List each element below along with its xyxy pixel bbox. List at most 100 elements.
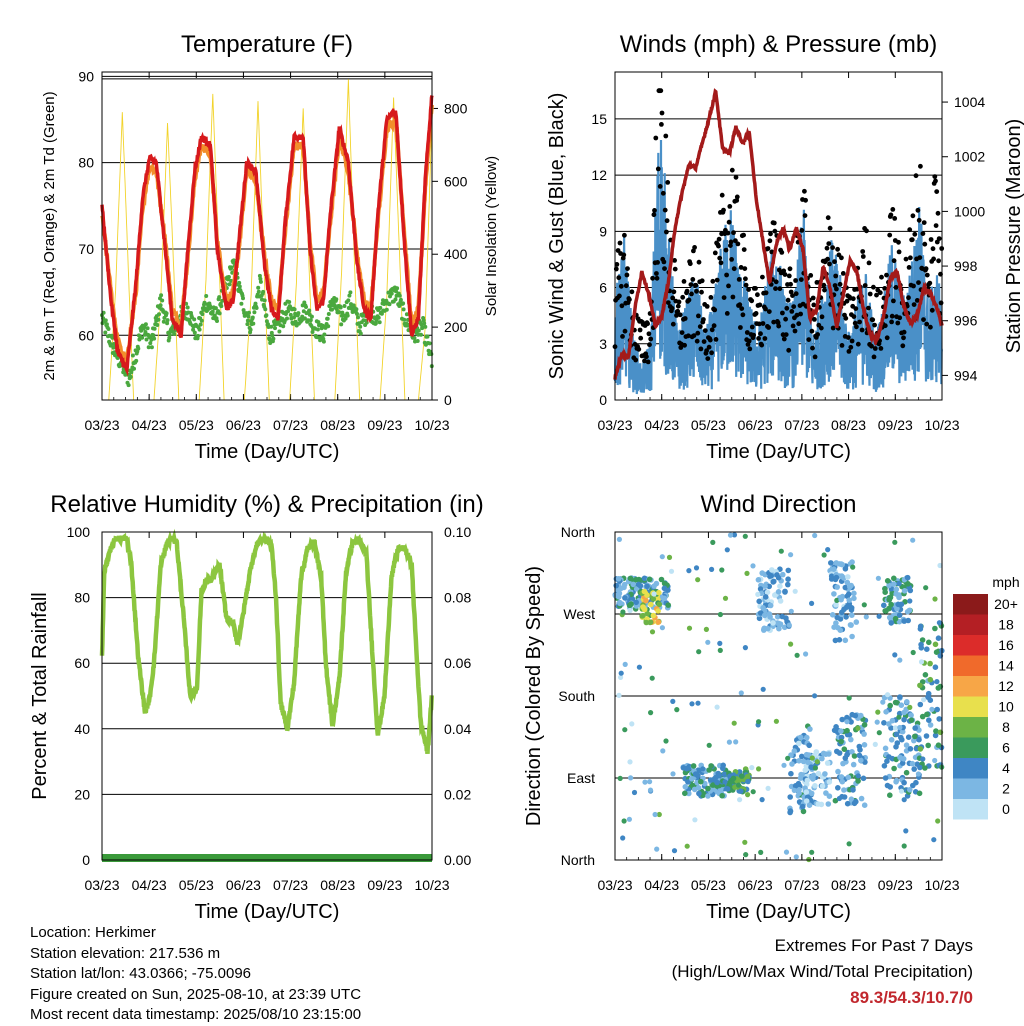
point-direction xyxy=(913,779,919,786)
point-gust xyxy=(866,305,871,311)
point-gust xyxy=(760,321,766,326)
point-gust xyxy=(802,213,808,219)
point-direction xyxy=(917,626,924,632)
point-direction xyxy=(929,706,935,713)
point-direction xyxy=(693,565,700,571)
point-gust xyxy=(768,231,773,237)
point-direction xyxy=(686,568,692,574)
point-gust xyxy=(882,286,888,291)
point-dewpoint xyxy=(254,306,259,310)
point-dewpoint xyxy=(270,333,275,338)
point-direction xyxy=(850,761,857,768)
point-gust xyxy=(809,328,815,334)
y-tick-label: 9 xyxy=(599,223,607,239)
point-direction xyxy=(901,843,907,849)
point-dewpoint xyxy=(202,300,207,305)
point-direction xyxy=(842,584,849,591)
point-direction xyxy=(917,701,924,708)
point-direction xyxy=(769,567,775,573)
point-gust xyxy=(832,259,837,265)
point-direction xyxy=(932,596,938,602)
point-direction xyxy=(742,839,748,845)
point-direction xyxy=(849,749,855,755)
point-direction xyxy=(903,769,910,776)
point-direction xyxy=(622,595,628,601)
point-direction xyxy=(640,612,646,619)
point-direction xyxy=(796,740,802,747)
point-direction xyxy=(850,787,856,793)
point-gust xyxy=(938,300,944,306)
x-tick-label: 03/23 xyxy=(597,417,632,433)
point-direction xyxy=(651,591,657,597)
legend-swatch xyxy=(953,696,988,717)
point-direction xyxy=(750,563,756,569)
point-direction xyxy=(620,835,626,841)
point-direction xyxy=(806,742,812,749)
point-gust xyxy=(724,311,730,316)
point-dewpoint xyxy=(338,305,343,310)
point-direction xyxy=(828,576,835,582)
point-direction xyxy=(775,589,782,595)
point-dewpoint xyxy=(257,273,262,278)
point-direction xyxy=(881,720,887,726)
point-gust xyxy=(913,173,919,179)
point-direction xyxy=(627,575,634,582)
point-gust xyxy=(708,295,714,300)
point-gust xyxy=(652,208,657,213)
point-direction xyxy=(933,728,939,734)
point-direction xyxy=(894,740,901,746)
legend-label: 10 xyxy=(998,699,1014,715)
y2-tick-label: 0.08 xyxy=(444,590,471,606)
point-gust xyxy=(730,294,736,300)
point-gust xyxy=(815,332,820,337)
point-gust xyxy=(716,243,721,249)
point-direction xyxy=(822,771,828,777)
point-direction xyxy=(742,645,749,651)
y2-tick-label: 994 xyxy=(954,367,978,383)
point-direction xyxy=(655,619,662,625)
point-direction xyxy=(874,719,880,725)
point-gust xyxy=(855,341,861,347)
point-gust xyxy=(736,277,742,282)
point-direction xyxy=(894,605,900,612)
x-tick-label: 03/23 xyxy=(84,417,119,433)
point-gust xyxy=(693,282,699,288)
point-dewpoint xyxy=(160,298,165,303)
point-gust xyxy=(692,245,697,250)
point-direction xyxy=(812,765,819,771)
point-direction xyxy=(839,561,845,568)
point-direction xyxy=(883,608,889,614)
chart-title: Winds (mph) & Pressure (mb) xyxy=(620,31,937,58)
panel-3: Wind Direction 03/23 04/23 05/23 06/23 07/23 0… xyxy=(523,491,960,923)
point-direction xyxy=(809,755,815,761)
point-gust xyxy=(853,306,859,311)
point-direction xyxy=(846,597,852,603)
y2-tick-label: 1004 xyxy=(954,94,985,110)
point-gust xyxy=(796,321,802,327)
point-direction xyxy=(905,734,912,740)
point-gust xyxy=(906,265,912,270)
point-dewpoint xyxy=(307,308,312,313)
point-direction xyxy=(847,584,853,590)
point-direction xyxy=(883,709,889,715)
point-direction xyxy=(882,745,889,752)
chart-title: Temperature (F) xyxy=(181,31,353,58)
point-direction xyxy=(896,714,902,720)
point-direction xyxy=(918,659,925,665)
point-dewpoint xyxy=(253,301,258,306)
point-gust xyxy=(851,314,857,319)
point-direction xyxy=(920,756,926,762)
point-gust xyxy=(629,289,635,295)
point-direction xyxy=(755,591,761,598)
point-dewpoint xyxy=(416,328,421,333)
point-gust xyxy=(888,212,894,218)
point-gust xyxy=(637,327,643,333)
point-gust xyxy=(663,133,669,139)
point-direction xyxy=(785,576,791,582)
point-gust xyxy=(749,298,755,304)
y-tick-label: 100 xyxy=(67,524,91,540)
point-gust xyxy=(681,279,687,284)
point-direction xyxy=(652,811,658,818)
point-gust xyxy=(839,255,844,261)
point-direction xyxy=(796,790,802,797)
